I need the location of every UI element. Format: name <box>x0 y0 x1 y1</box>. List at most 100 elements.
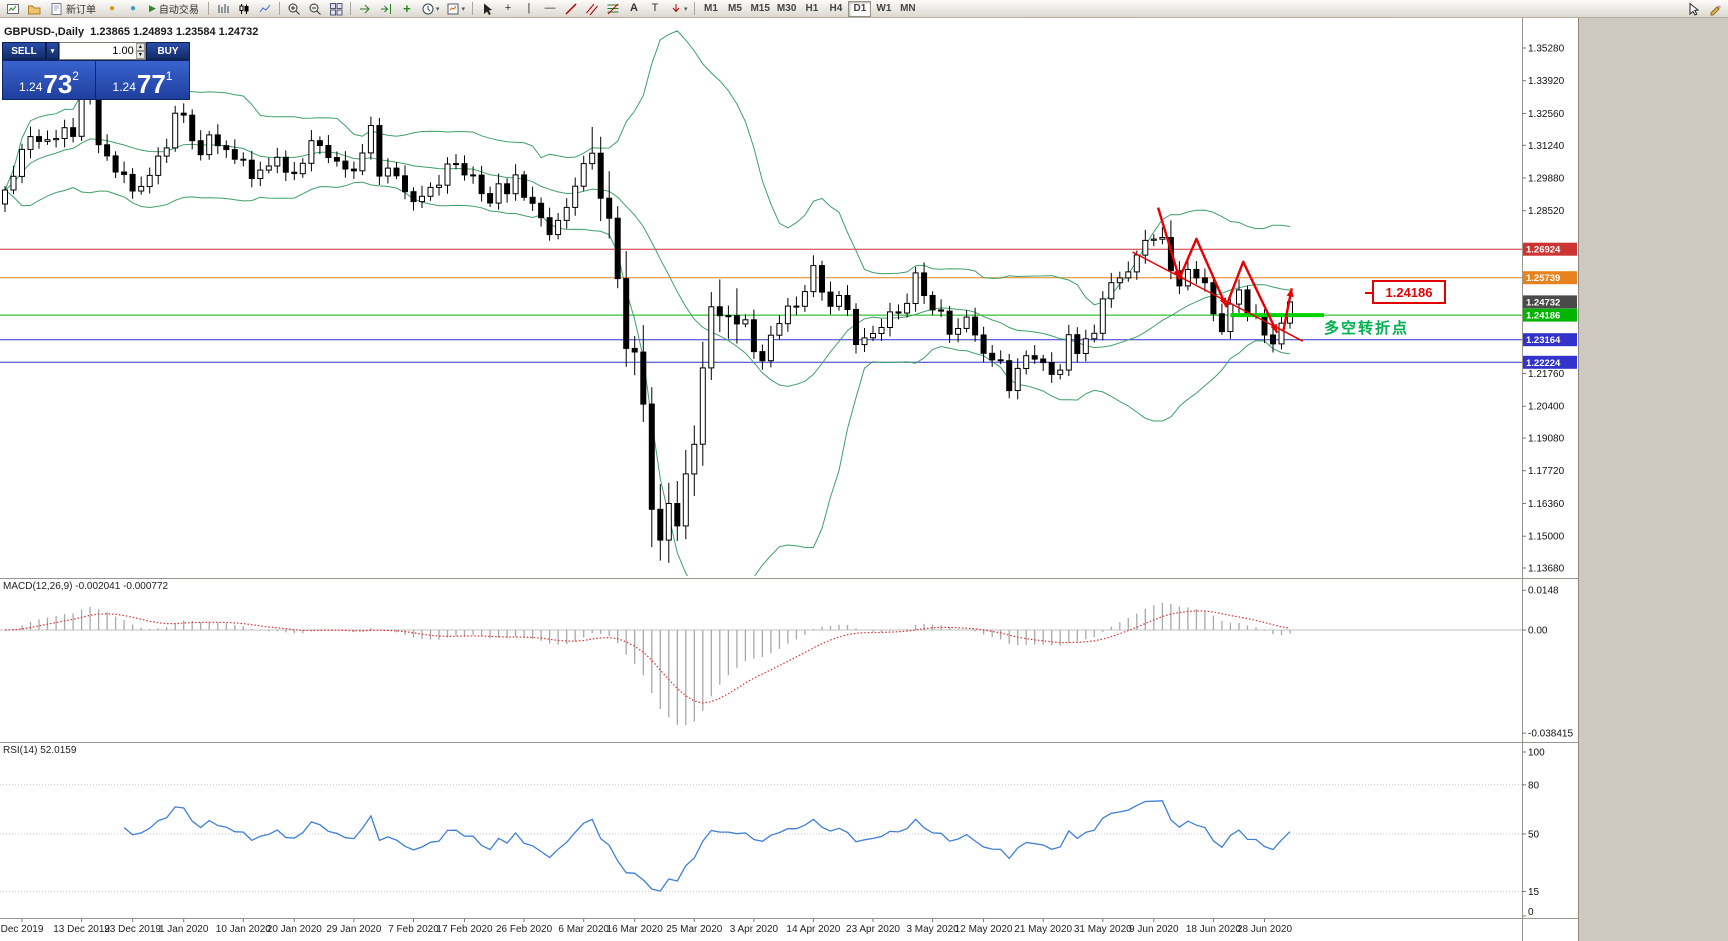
timeframe-m15-button[interactable]: M15 <box>747 1 772 17</box>
volume-dropdown-button[interactable]: ▾ <box>46 42 59 60</box>
sell-price-display[interactable]: 1.24 73 2 <box>3 61 96 99</box>
candle-body <box>44 139 51 142</box>
line-chart-button[interactable] <box>255 1 275 17</box>
cursor-button[interactable] <box>477 1 497 17</box>
date-label: 12 May 2020 <box>955 924 1013 935</box>
main-price-panel[interactable] <box>0 30 1522 591</box>
tile-windows-button[interactable] <box>326 1 346 17</box>
candle-body <box>1048 362 1055 375</box>
volume-up-button[interactable]: ▴ <box>135 43 145 51</box>
pencil-icon <box>1710 4 1721 15</box>
buy-button[interactable]: BUY <box>146 42 190 60</box>
trendline-icon <box>565 2 577 15</box>
cursor-icon <box>483 3 492 15</box>
candlestick-chart-button[interactable] <box>234 1 254 17</box>
caret-down-icon: ▾ <box>435 5 440 13</box>
vertical-line-button[interactable]: | <box>519 1 539 17</box>
channel-button[interactable] <box>582 1 602 17</box>
buy-price-display[interactable]: 1.24 77 1 <box>96 61 189 99</box>
auto-scroll-button[interactable] <box>355 1 375 17</box>
candle-body <box>708 306 715 369</box>
caret-down-icon: ▾ <box>461 5 465 13</box>
arrows-button[interactable]: ▾ <box>666 1 691 17</box>
candle-body <box>793 305 800 308</box>
text-button[interactable]: A <box>624 1 644 17</box>
templates-button[interactable]: ▾ <box>443 1 468 17</box>
alerts-button[interactable]: ● <box>102 1 122 17</box>
price-scale-label: 1.35280 <box>1528 44 1565 55</box>
timeframe-w1-button[interactable]: W1 <box>872 1 895 17</box>
price-scale[interactable]: 1.35280 1.33920 1.32560 1.31240 1.29880 1.285… <box>1522 18 1577 941</box>
price-tag[interactable] <box>1523 271 1577 285</box>
candle-body <box>750 319 757 353</box>
macd-scale-label: 0.00 <box>1528 626 1548 637</box>
candle-body <box>827 291 834 307</box>
price-tag[interactable] <box>1523 242 1577 256</box>
price-tag[interactable] <box>1523 308 1577 322</box>
new-chart-icon <box>7 3 19 14</box>
zoom-in-button[interactable] <box>284 1 304 17</box>
sell-price-pips: 73 <box>43 69 73 99</box>
periods-button[interactable]: ▾ <box>418 1 443 17</box>
candle-body <box>733 315 740 325</box>
timeframe-m1-button[interactable]: M1 <box>699 1 722 17</box>
sell-button[interactable]: SELL <box>2 42 46 60</box>
toolbar-separator <box>471 2 473 15</box>
rsi-panel[interactable] <box>0 784 1522 892</box>
autotrading-button[interactable]: ▶ 自动交易 <box>144 1 204 17</box>
crosshair-button[interactable]: + <box>498 1 518 17</box>
indicators-plus-icon: + <box>403 1 411 16</box>
date-label: 14 Apr 2020 <box>786 924 840 935</box>
pencil-tool-button[interactable] <box>1705 1 1725 17</box>
date-label: 31 May 2020 <box>1074 924 1132 935</box>
candle-body <box>878 327 885 334</box>
date-label: 13 Dec 2019 <box>53 924 110 935</box>
volume-down-button[interactable]: ▾ <box>135 51 145 59</box>
volume-input[interactable] <box>60 43 136 59</box>
timeframe-h1-button[interactable]: H1 <box>800 1 823 17</box>
fibonacci-button[interactable] <box>603 1 623 17</box>
chart-canvas[interactable]: 1.35280 1.33920 1.32560 1.31240 1.29880 1.285… <box>0 18 1578 941</box>
timeframe-h4-button[interactable]: H4 <box>824 1 847 17</box>
arrows-tool-icon <box>672 3 680 12</box>
candle-body <box>470 174 477 177</box>
indicators-button[interactable]: + <box>397 1 417 17</box>
profiles-button[interactable] <box>24 1 44 17</box>
candle-body <box>1261 314 1268 336</box>
timeframe-m5-button[interactable]: M5 <box>723 1 746 17</box>
macd-panel[interactable] <box>0 602 1522 726</box>
new-chart-button[interactable] <box>3 1 23 17</box>
timeframe-m30-button[interactable]: M30 <box>774 1 799 17</box>
date-label: 20 Jan 2020 <box>267 924 322 935</box>
candle-body <box>444 163 451 186</box>
pointer-tool-button[interactable] <box>1683 1 1703 17</box>
date-label: 10 Jan 2020 <box>216 924 271 935</box>
rsi-scale-label: 15 <box>1528 887 1540 898</box>
candle-body <box>19 148 25 177</box>
annotation-layer[interactable] <box>1132 207 1324 342</box>
zigzag-annotation[interactable] <box>1156 207 1279 334</box>
candle-body <box>350 168 357 172</box>
candle-body <box>682 473 689 527</box>
timeframe-d1-button[interactable]: D1 <box>848 0 872 17</box>
bar-chart-button[interactable] <box>213 1 233 17</box>
price-tag[interactable] <box>1523 355 1577 369</box>
price-tag[interactable] <box>1523 333 1577 347</box>
new-order-button[interactable]: 新订单 <box>45 1 101 17</box>
candle-body <box>725 315 732 318</box>
candle-body <box>1278 322 1285 345</box>
trendline-button[interactable] <box>561 1 581 17</box>
community-button[interactable]: ● <box>123 1 143 17</box>
date-label: 3 Apr 2020 <box>730 924 779 935</box>
horizontal-line-button[interactable]: — <box>540 1 560 17</box>
chart-shift-button[interactable] <box>376 1 396 17</box>
price-tag[interactable] <box>1523 295 1577 309</box>
candle-body <box>895 311 902 314</box>
zoom-out-button[interactable] <box>305 1 325 17</box>
price-annotation-box[interactable]: 1.24186 <box>1365 280 1446 304</box>
date-label: 21 May 2020 <box>1014 924 1072 935</box>
timeframe-mn-button[interactable]: MN <box>896 1 919 17</box>
label-button[interactable]: T <box>645 1 665 17</box>
candle-body <box>1184 269 1191 287</box>
